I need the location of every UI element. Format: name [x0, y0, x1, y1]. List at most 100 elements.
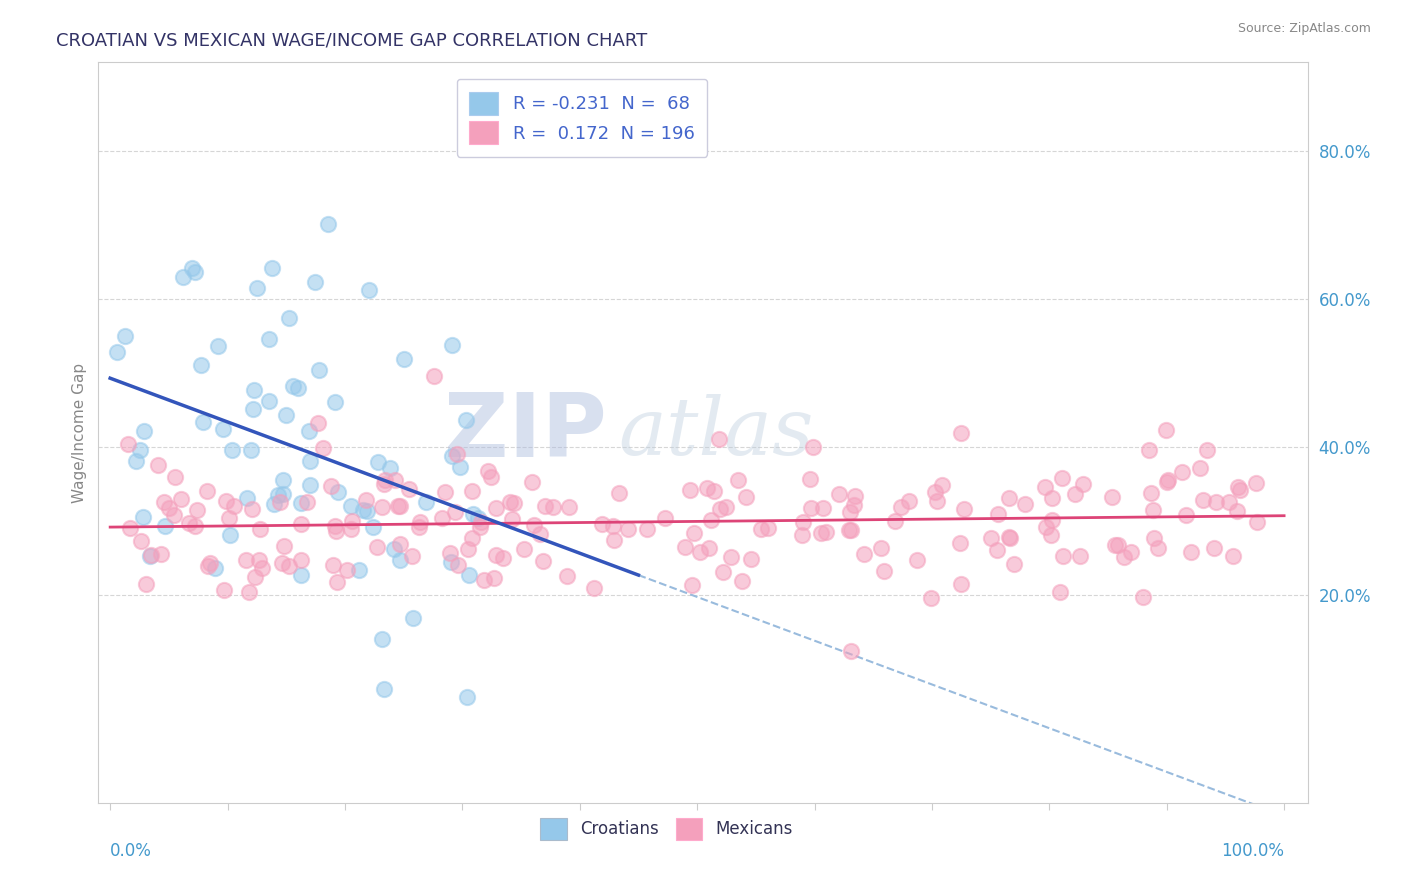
Point — [541, 500, 564, 514]
Point — [298, 454, 321, 468]
Point — [454, 413, 477, 427]
Point — [811, 500, 834, 515]
Point — [679, 483, 702, 497]
Point — [1039, 528, 1062, 542]
Point — [408, 515, 430, 529]
Point — [267, 488, 290, 502]
Point — [1191, 492, 1213, 507]
Point — [1040, 491, 1063, 505]
Point — [297, 494, 319, 508]
Point — [711, 566, 734, 580]
Point — [1107, 537, 1129, 551]
Point — [702, 484, 724, 499]
Point — [1157, 474, 1180, 488]
Point — [1244, 476, 1267, 491]
Point — [1050, 471, 1073, 485]
Point — [1180, 544, 1202, 558]
Point — [373, 681, 395, 696]
Point — [273, 539, 295, 553]
Point — [402, 611, 425, 625]
Point — [591, 516, 613, 531]
Point — [987, 507, 1010, 521]
Point — [347, 563, 370, 577]
Point — [1154, 423, 1177, 437]
Point — [139, 549, 162, 563]
Point — [458, 568, 481, 582]
Point — [512, 541, 534, 556]
Point — [371, 500, 394, 515]
Point — [271, 473, 294, 487]
Point — [470, 515, 492, 529]
Point — [373, 477, 395, 491]
Point — [371, 632, 394, 646]
Point — [444, 505, 467, 519]
Point — [699, 541, 721, 556]
Point — [838, 523, 860, 537]
Point — [756, 521, 779, 535]
Point — [186, 503, 208, 517]
Point — [215, 494, 238, 508]
Point — [389, 553, 412, 567]
Point — [319, 479, 342, 493]
Point — [249, 553, 271, 567]
Point — [273, 487, 295, 501]
Point — [534, 499, 557, 513]
Point — [461, 483, 484, 498]
Point — [696, 481, 718, 495]
Point — [799, 472, 821, 486]
Point — [873, 564, 896, 578]
Point — [118, 521, 141, 535]
Point — [1040, 513, 1063, 527]
Point — [461, 531, 484, 545]
Point — [180, 260, 202, 275]
Point — [439, 546, 461, 560]
Point — [177, 516, 200, 531]
Point — [1142, 503, 1164, 517]
Point — [277, 559, 299, 574]
Point — [636, 522, 658, 536]
Point — [249, 522, 271, 536]
Point — [1002, 557, 1025, 571]
Point — [1202, 541, 1225, 556]
Point — [998, 491, 1021, 505]
Point — [432, 510, 454, 524]
Point — [389, 537, 412, 551]
Point — [184, 519, 207, 533]
Point — [1071, 477, 1094, 491]
Point — [1205, 495, 1227, 509]
Point — [529, 527, 551, 541]
Point — [134, 424, 156, 438]
Point — [235, 491, 257, 506]
Point — [290, 496, 312, 510]
Point — [139, 548, 162, 562]
Point — [323, 519, 346, 533]
Point — [387, 499, 409, 513]
Point — [1143, 531, 1166, 545]
Point — [503, 496, 526, 510]
Point — [271, 557, 294, 571]
Point — [810, 525, 832, 540]
Point — [135, 577, 157, 591]
Point — [218, 510, 240, 524]
Point — [870, 541, 893, 555]
Point — [461, 508, 484, 522]
Point — [117, 436, 139, 450]
Point — [415, 495, 437, 509]
Point — [172, 269, 194, 284]
Point — [269, 494, 291, 508]
Point — [1171, 465, 1194, 479]
Point — [190, 358, 212, 372]
Point — [531, 553, 554, 567]
Point — [1033, 480, 1056, 494]
Point — [170, 492, 193, 507]
Point — [224, 499, 246, 513]
Point — [308, 362, 330, 376]
Point — [259, 332, 281, 346]
Point — [290, 568, 312, 582]
Point — [325, 524, 347, 539]
Point — [603, 533, 626, 547]
Point — [398, 482, 420, 496]
Point — [884, 514, 907, 528]
Point — [800, 501, 823, 516]
Point — [281, 379, 304, 393]
